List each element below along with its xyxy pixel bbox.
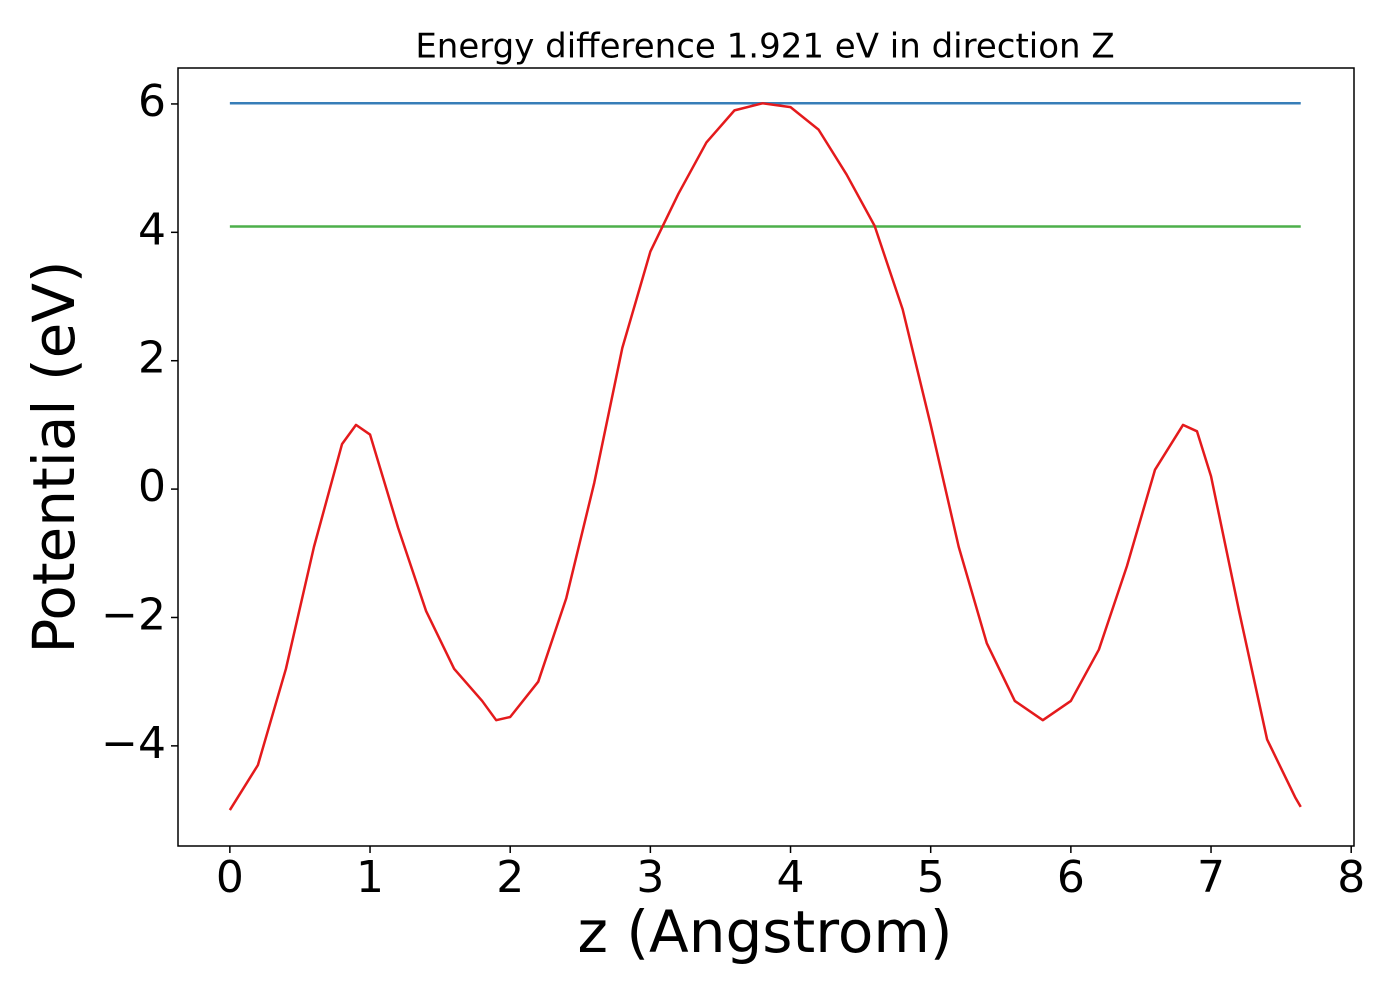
y-tick-label: −4: [101, 718, 166, 769]
x-tick-label: 6: [1057, 852, 1085, 903]
data-line: [228, 102, 1302, 811]
x-tick-label: 5: [917, 852, 945, 903]
x-tick-label: 7: [1197, 852, 1225, 903]
x-tick-label: 2: [496, 852, 524, 903]
chart-title: Energy difference 1.921 eV in direction …: [415, 27, 1114, 67]
y-tick-label: 0: [138, 461, 166, 512]
x-axis-label: z (Angstrom): [578, 898, 953, 966]
y-tick-label: 2: [138, 333, 166, 384]
plot-frame: [177, 67, 1355, 847]
x-tick-label: 3: [636, 852, 664, 903]
x-tick-label: 8: [1337, 852, 1365, 903]
y-tick-label: 4: [138, 204, 166, 255]
x-tick-label: 4: [777, 852, 805, 903]
y-tick-label: 6: [138, 76, 166, 127]
y-tick-label: −2: [101, 589, 166, 640]
y-axis-label: Potential (eV): [20, 260, 88, 653]
x-tick-label: 1: [356, 852, 384, 903]
x-tick-label: 0: [216, 852, 244, 903]
